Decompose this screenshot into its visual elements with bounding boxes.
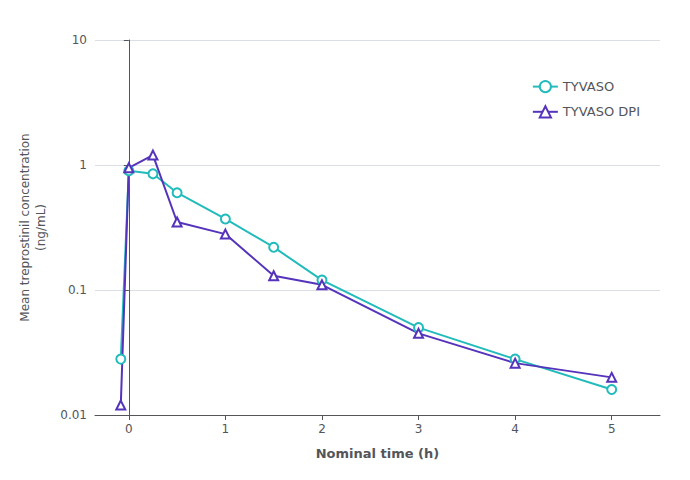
svg-text:Mean treprostinil concentratio: Mean treprostinil concentration	[18, 133, 32, 321]
svg-text:4: 4	[511, 422, 519, 436]
svg-text:2: 2	[318, 422, 326, 436]
svg-text:1: 1	[79, 158, 87, 172]
svg-text:3: 3	[415, 422, 423, 436]
svg-text:TYVASO: TYVASO	[562, 79, 614, 94]
svg-text:Nominal time (h): Nominal time (h)	[316, 446, 440, 461]
svg-text:1: 1	[222, 422, 230, 436]
svg-text:0.01: 0.01	[60, 408, 87, 422]
svg-text:(ng/mL): (ng/mL)	[34, 204, 48, 251]
svg-text:5: 5	[608, 422, 616, 436]
svg-text:TYVASO DPI: TYVASO DPI	[562, 104, 640, 119]
svg-text:0: 0	[125, 422, 133, 436]
svg-text:10: 10	[72, 33, 87, 47]
svg-text:0.1: 0.1	[68, 283, 87, 297]
